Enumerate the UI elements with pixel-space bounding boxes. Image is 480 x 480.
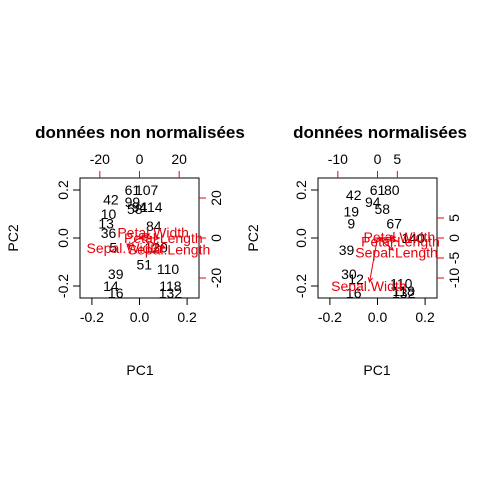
- observation-label: 39: [339, 242, 355, 258]
- observation-label: 84: [146, 218, 162, 234]
- observation-label: 132: [159, 285, 183, 301]
- observation-label: 9: [347, 216, 355, 232]
- loading-arrow: [369, 237, 378, 283]
- loading-label: Sepal.Length: [355, 244, 438, 260]
- loading-arrowhead: [391, 237, 398, 243]
- y-axis-label: PC2: [5, 224, 21, 251]
- right-tick-label: 0: [446, 234, 462, 242]
- observation-label: 110: [157, 261, 180, 277]
- loading-arrowhead: [160, 244, 167, 249]
- observation-label: 14: [103, 278, 119, 294]
- observation-label: 80: [384, 182, 400, 198]
- loading-arrow: [127, 237, 140, 247]
- x-axis-label: PC1: [126, 362, 153, 378]
- y-tick-label: -0.2: [55, 274, 71, 298]
- loading-arrow: [377, 237, 397, 242]
- x-tick-label: 0.2: [177, 309, 197, 325]
- loading-label: Petal.Length: [361, 233, 440, 249]
- panel-non-normalised: données non normalisées PC1 PC2 -0.2 0.0 0…: [5, 123, 245, 378]
- loading-arrow: [139, 237, 166, 249]
- observation-label: 107: [135, 182, 159, 198]
- x-tick-label: 0.0: [130, 309, 150, 325]
- observation-label: 58: [374, 201, 390, 217]
- observation-label: 58: [127, 201, 143, 217]
- observation-label: 16: [346, 285, 362, 301]
- observation-label: 42: [346, 187, 362, 203]
- observation-label: 30: [341, 266, 357, 282]
- y-tick-label: -0.2: [293, 274, 309, 298]
- loading-arrowhead: [367, 277, 373, 284]
- right-tick-label: -10: [446, 268, 462, 288]
- loading-label: Petal.Width: [117, 225, 189, 241]
- loading-arrow: [377, 237, 394, 251]
- right-tick-label: 20: [208, 190, 224, 206]
- observation-label: 110: [390, 276, 413, 292]
- x-tick-label: -0.2: [318, 309, 342, 325]
- observation-label: 118: [159, 278, 182, 294]
- loading-arrow: [377, 236, 396, 239]
- y-tick-label: 0.0: [293, 228, 309, 248]
- observation-label: 120: [144, 240, 168, 256]
- observation-label: 114: [140, 199, 163, 215]
- loading-arrowhead: [144, 233, 151, 239]
- observation-label: 140: [402, 230, 426, 246]
- loading-label: Sepal.Length: [128, 241, 211, 257]
- loading-arrowhead: [390, 234, 397, 241]
- observation-label: 61: [125, 182, 141, 198]
- top-tick-label: 5: [393, 151, 401, 167]
- x-axis-label: PC1: [363, 362, 390, 378]
- observation-label: 10: [101, 206, 117, 222]
- panel-title: données normalisées: [293, 123, 467, 142]
- observation-label: 118: [393, 283, 416, 299]
- x-tick-label: 0.2: [415, 309, 435, 325]
- y-tick-label: 0.2: [293, 180, 309, 200]
- observation-label: 99: [125, 194, 141, 210]
- loading-arrowhead: [126, 241, 133, 247]
- observation-label: 19: [344, 204, 360, 220]
- y-axis-label: PC2: [245, 224, 261, 251]
- loading-arrow: [139, 233, 150, 239]
- loading-arrowhead: [388, 245, 395, 251]
- observation-label: 94: [132, 199, 148, 215]
- observation-label: 36: [101, 225, 117, 241]
- loading-label: Sepal.Width: [87, 240, 162, 256]
- loading-label: Sepal.Width: [331, 278, 406, 294]
- y-tick-label: 0.0: [55, 228, 71, 248]
- observation-label: 132: [392, 285, 416, 301]
- loading-arrowhead: [154, 235, 161, 241]
- x-tick-label: 0.0: [368, 309, 388, 325]
- panel-normalised: données normalisées PC1 PC2 -0.2 0.0 0.2 -0…: [245, 123, 467, 378]
- observation-label: 51: [136, 256, 152, 272]
- y-tick-label: 0.2: [55, 180, 71, 200]
- panel-title: données non normalisées: [35, 123, 245, 142]
- right-tick-label: -20: [208, 268, 224, 288]
- top-tick-label: 20: [171, 151, 187, 167]
- observation-label: 61: [370, 182, 386, 198]
- observation-label: 67: [386, 216, 402, 232]
- observation-label: 12: [348, 271, 364, 287]
- observation-label: 39: [108, 266, 124, 282]
- right-tick-label: 5: [446, 214, 462, 222]
- right-tick-label: -5: [446, 252, 462, 265]
- top-tick-label: -10: [328, 151, 348, 167]
- observation-label: 13: [98, 216, 114, 232]
- observation-label: 94: [365, 194, 381, 210]
- observation-label: 16: [108, 285, 124, 301]
- loading-label: Petal.Length: [124, 230, 203, 246]
- top-tick-label: 0: [374, 151, 382, 167]
- top-tick-label: 0: [136, 151, 144, 167]
- right-tick-label: 0: [208, 234, 224, 242]
- observation-label: 5: [109, 240, 117, 256]
- observation-label: 42: [103, 192, 119, 208]
- top-tick-label: -20: [90, 151, 110, 167]
- x-tick-label: -0.2: [80, 309, 104, 325]
